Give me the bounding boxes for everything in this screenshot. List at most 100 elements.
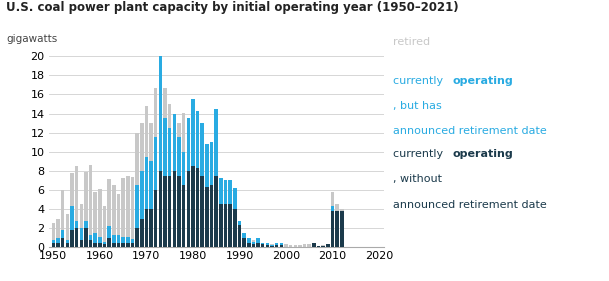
Bar: [61, 238, 65, 247]
Bar: [121, 243, 125, 247]
Bar: [52, 243, 55, 247]
Bar: [117, 235, 120, 243]
Text: announced retirement date: announced retirement date: [393, 126, 546, 137]
Bar: [200, 123, 204, 176]
Bar: [303, 244, 306, 247]
Bar: [247, 238, 250, 243]
Bar: [247, 243, 250, 247]
Bar: [182, 152, 185, 185]
Bar: [80, 240, 83, 247]
Bar: [294, 245, 297, 247]
Bar: [186, 123, 190, 247]
Bar: [322, 246, 325, 247]
Bar: [256, 238, 260, 247]
Bar: [145, 106, 148, 247]
Bar: [261, 244, 264, 247]
Bar: [228, 210, 232, 247]
Bar: [256, 243, 260, 247]
Bar: [280, 243, 283, 245]
Bar: [336, 204, 339, 247]
Bar: [149, 161, 153, 209]
Bar: [154, 190, 158, 247]
Bar: [177, 176, 181, 247]
Bar: [103, 244, 107, 247]
Bar: [84, 228, 88, 247]
Bar: [275, 243, 278, 247]
Bar: [70, 173, 74, 247]
Bar: [219, 178, 223, 204]
Bar: [80, 204, 83, 247]
Bar: [266, 243, 269, 245]
Bar: [242, 238, 246, 247]
Bar: [270, 245, 274, 246]
Bar: [131, 239, 134, 243]
Bar: [84, 172, 88, 247]
Bar: [158, 171, 162, 247]
Bar: [228, 180, 232, 204]
Bar: [219, 204, 223, 247]
Bar: [233, 209, 236, 247]
Bar: [224, 209, 227, 247]
Bar: [340, 209, 343, 247]
Bar: [289, 245, 292, 247]
Bar: [331, 192, 334, 247]
Bar: [336, 211, 339, 247]
Bar: [238, 223, 241, 247]
Bar: [103, 242, 107, 244]
Bar: [172, 120, 176, 247]
Bar: [326, 244, 329, 247]
Bar: [172, 114, 176, 171]
Bar: [75, 166, 79, 247]
Bar: [145, 209, 148, 247]
Bar: [66, 243, 69, 247]
Bar: [186, 171, 190, 247]
Bar: [261, 243, 264, 244]
Bar: [121, 178, 125, 247]
Bar: [80, 228, 83, 240]
Text: currently: currently: [393, 149, 446, 159]
Bar: [89, 240, 93, 247]
Bar: [266, 245, 269, 247]
Bar: [56, 243, 60, 247]
Text: U.S. coal power plant capacity by initial operating year (1950–2021): U.S. coal power plant capacity by initia…: [6, 1, 459, 14]
Bar: [145, 157, 148, 209]
Bar: [209, 185, 213, 247]
Bar: [98, 237, 102, 243]
Bar: [107, 238, 111, 247]
Bar: [117, 194, 120, 247]
Bar: [61, 190, 65, 247]
Bar: [261, 243, 264, 247]
Bar: [75, 221, 79, 228]
Text: , without: , without: [393, 174, 442, 184]
Bar: [140, 171, 144, 219]
Bar: [238, 225, 241, 247]
Text: , but has: , but has: [393, 101, 442, 111]
Bar: [317, 246, 320, 247]
Bar: [89, 165, 93, 247]
Bar: [252, 244, 255, 247]
Bar: [312, 245, 315, 247]
Bar: [107, 226, 111, 238]
Bar: [131, 243, 134, 247]
Bar: [280, 243, 283, 247]
Bar: [131, 176, 134, 247]
Text: announced retirement date: announced retirement date: [393, 200, 546, 210]
Bar: [149, 123, 153, 247]
Bar: [209, 168, 213, 247]
Bar: [177, 137, 181, 176]
Bar: [224, 180, 227, 204]
Bar: [252, 242, 255, 244]
Bar: [228, 204, 232, 247]
Bar: [158, 67, 162, 247]
Bar: [117, 243, 120, 247]
Bar: [168, 128, 171, 176]
Bar: [233, 209, 236, 247]
Bar: [298, 245, 301, 247]
Bar: [200, 176, 204, 247]
Bar: [196, 168, 199, 247]
Bar: [340, 211, 343, 247]
Bar: [177, 123, 181, 247]
Bar: [94, 192, 97, 247]
Bar: [214, 176, 218, 247]
Text: gigawatts: gigawatts: [6, 34, 57, 44]
